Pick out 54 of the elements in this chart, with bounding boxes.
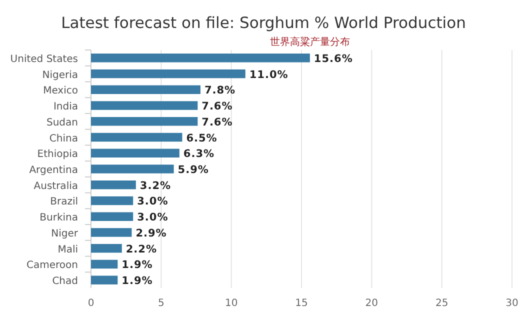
bar	[91, 85, 200, 94]
bar	[91, 117, 198, 126]
bar	[91, 260, 118, 269]
data-label: 7.8%	[204, 84, 236, 97]
bar	[91, 132, 182, 142]
bar	[91, 148, 180, 158]
bar	[91, 196, 134, 206]
data-label: 3.0%	[137, 212, 168, 224]
bar	[91, 212, 134, 221]
y-tick-label: Sudan	[46, 117, 78, 128]
y-tick-label: China	[49, 133, 78, 144]
y-tick-label: Mexico	[43, 86, 78, 97]
data-label: 1.9%	[122, 275, 153, 288]
y-tick-label: United States	[10, 54, 78, 65]
data-label: 7.6%	[202, 116, 233, 128]
bar	[91, 101, 198, 110]
bar	[91, 69, 246, 78]
y-tick-label: Niger	[51, 228, 79, 240]
x-tick-label: 20	[365, 298, 378, 309]
x-tick-label: 10	[224, 298, 238, 309]
bar	[91, 164, 174, 174]
data-label: 3.2%	[140, 180, 172, 192]
data-label: 7.6%	[202, 100, 233, 113]
data-label: 15.6%	[314, 52, 353, 65]
chart-subtitle: 世界高粱产量分布	[270, 36, 350, 48]
x-tick-label: 15	[295, 298, 308, 309]
y-tick-label: India	[53, 102, 78, 113]
x-tick-label: 25	[435, 298, 448, 309]
bar	[91, 54, 310, 62]
data-label: 1.9%	[122, 259, 153, 272]
data-label: 11.0%	[249, 68, 288, 81]
data-label: 6.3%	[183, 148, 215, 160]
data-label: 5.9%	[178, 164, 209, 176]
bar	[91, 228, 132, 237]
y-tick-label: Australia	[34, 180, 78, 192]
y-tick-label: Burkina	[40, 212, 78, 224]
bar	[91, 180, 136, 190]
x-tick-label: 30	[506, 298, 518, 309]
data-label: 2.9%	[136, 227, 167, 240]
data-label: 3.0%	[137, 196, 168, 208]
bar	[91, 244, 122, 253]
data-label: 2.2%	[126, 243, 157, 256]
chart-title: Latest forecast on file: Sorghum % World Production	[61, 14, 466, 32]
x-tick-label: 0	[88, 298, 94, 309]
data-label: 6.5%	[186, 132, 218, 144]
y-tick-label: Brazil	[50, 196, 78, 208]
y-tick-label: Argentina	[29, 165, 78, 176]
y-tick-label: Cameroon	[26, 260, 78, 272]
y-tick-label: Chad	[52, 276, 78, 288]
y-tick-label: Nigeria	[42, 70, 78, 81]
bar	[91, 276, 118, 284]
y-tick-label: Mali	[58, 244, 78, 256]
y-tick-label: Ethiopia	[37, 149, 78, 160]
x-tick-label: 5	[158, 298, 164, 309]
